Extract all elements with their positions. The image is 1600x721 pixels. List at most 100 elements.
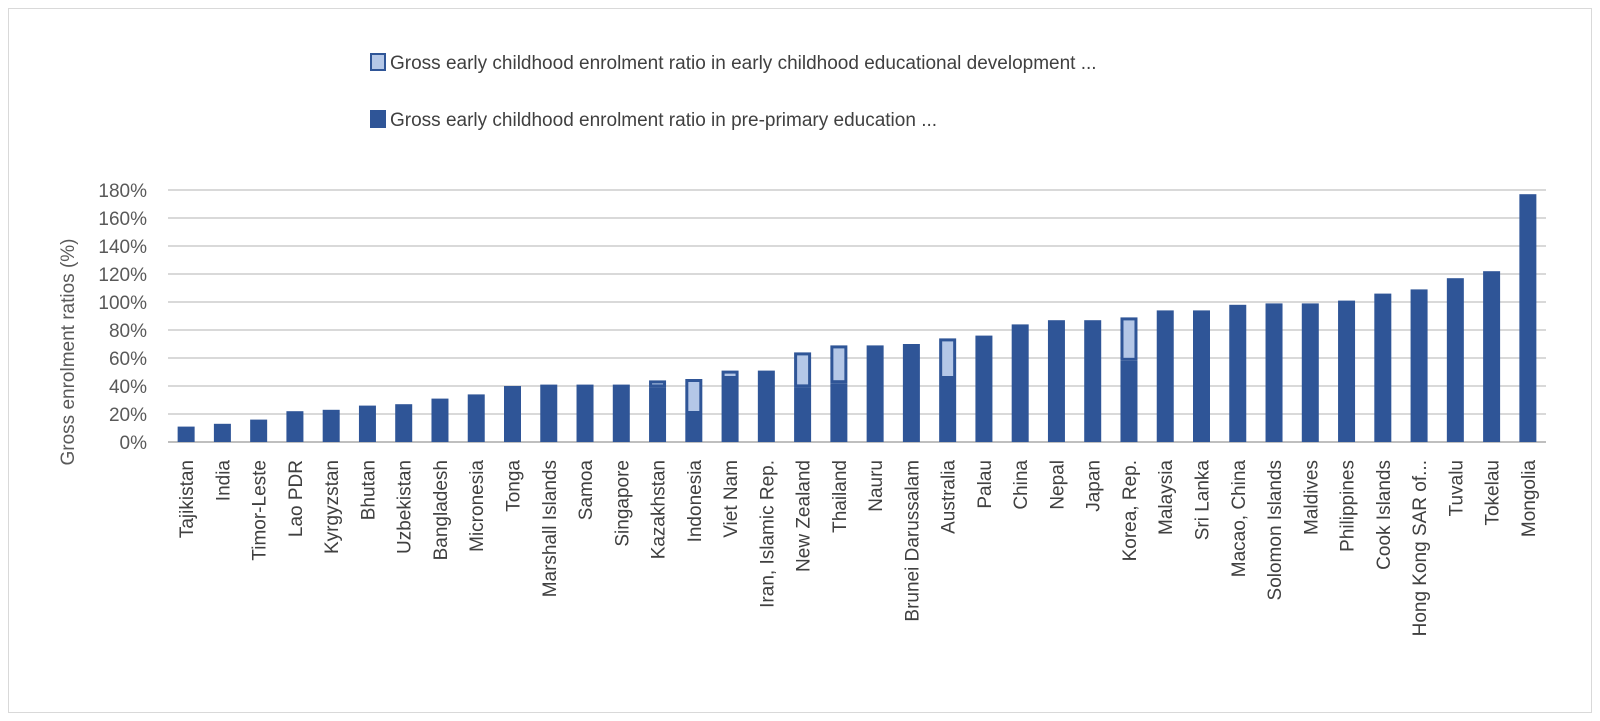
bar-preprimary bbox=[1084, 320, 1102, 442]
x-tick-label: Solomon Islands bbox=[1265, 460, 1286, 600]
x-tick-label: Philippines bbox=[1338, 460, 1359, 552]
x-tick-label: Timor-Leste bbox=[250, 460, 271, 561]
legend-label-preprimary: Gross early childhood enrolment ratio in… bbox=[390, 110, 937, 131]
bar-preprimary bbox=[866, 345, 884, 442]
x-tick-label: Marshall Islands bbox=[540, 460, 561, 597]
x-tick-label: Kazakhstan bbox=[649, 460, 670, 559]
bar-preprimary bbox=[1338, 300, 1356, 442]
chart-frame bbox=[8, 8, 1592, 713]
x-tick-label: Maldives bbox=[1301, 460, 1322, 535]
y-tick-label: 80% bbox=[109, 321, 147, 342]
bar-ecede bbox=[724, 373, 736, 376]
x-tick-label: Sri Lanka bbox=[1193, 460, 1214, 541]
bar-preprimary bbox=[1446, 278, 1464, 442]
bar-preprimary bbox=[794, 387, 812, 442]
bar-preprimary bbox=[250, 419, 268, 442]
bar-preprimary bbox=[830, 383, 848, 442]
x-tick-label: Micronesia bbox=[467, 460, 488, 552]
y-axis-ticks: 0% 20% 40% 60% 80% 100% 120% 140% 160% 180% bbox=[98, 181, 147, 454]
bar-preprimary bbox=[902, 344, 920, 442]
x-tick-label: China bbox=[1011, 460, 1032, 510]
bar-preprimary bbox=[395, 404, 413, 442]
bar-ecede bbox=[1123, 320, 1135, 358]
bars bbox=[177, 194, 1537, 442]
x-tick-label: Nauru bbox=[866, 460, 887, 512]
x-tick-label: Tokelau bbox=[1483, 460, 1504, 526]
bar-preprimary bbox=[177, 426, 195, 442]
x-tick-label: Samoa bbox=[576, 460, 597, 521]
x-tick-label: Hong Kong SAR of... bbox=[1410, 460, 1431, 636]
bar-preprimary bbox=[1374, 293, 1392, 442]
x-tick-label: Cook Islands bbox=[1374, 460, 1395, 570]
x-axis-ticks: Tajikistan India Timor-Leste Lao PDR Kyrgyzs… bbox=[177, 460, 1540, 637]
bar-ecede bbox=[942, 341, 954, 376]
y-tick-label: 120% bbox=[98, 265, 147, 286]
bar-preprimary bbox=[576, 384, 594, 442]
x-tick-label: Uzbekistan bbox=[395, 460, 416, 554]
x-tick-label: Viet Nam bbox=[721, 460, 742, 538]
x-tick-label: Indonesia bbox=[685, 460, 706, 543]
y-tick-label: 100% bbox=[98, 293, 147, 314]
y-tick-label: 160% bbox=[98, 209, 147, 230]
x-tick-label: Japan bbox=[1084, 460, 1105, 512]
bar-preprimary bbox=[358, 405, 376, 442]
y-tick-label: 60% bbox=[109, 349, 147, 370]
bar-preprimary bbox=[1301, 303, 1319, 442]
bar-preprimary bbox=[1193, 310, 1210, 442]
x-tick-label: New Zealand bbox=[794, 460, 815, 572]
bar-preprimary bbox=[213, 423, 231, 442]
x-tick-label: Korea, Rep. bbox=[1120, 460, 1141, 561]
bar-preprimary bbox=[431, 398, 449, 442]
bar-preprimary bbox=[939, 379, 957, 442]
x-tick-label: India bbox=[213, 460, 234, 502]
y-tick-label: 20% bbox=[109, 405, 147, 426]
bar-preprimary bbox=[1410, 289, 1428, 442]
x-tick-label: Kyrgyzstan bbox=[322, 460, 343, 554]
bar-preprimary bbox=[1120, 360, 1138, 442]
y-tick-label: 180% bbox=[98, 181, 147, 202]
legend-label-ecede: Gross early childhood enrolment ratio in… bbox=[390, 53, 1097, 74]
x-tick-label: Tonga bbox=[504, 460, 525, 512]
bar-preprimary bbox=[721, 379, 739, 442]
bar-preprimary bbox=[467, 394, 485, 442]
y-tick-label: 40% bbox=[109, 377, 147, 398]
y-axis-title: Gross enrolment ratios (%) bbox=[58, 238, 79, 465]
y-tick-label: 140% bbox=[98, 237, 147, 258]
bar-preprimary bbox=[612, 384, 630, 442]
x-tick-label: Thailand bbox=[830, 460, 851, 533]
bar-preprimary bbox=[975, 335, 993, 442]
x-tick-label: Brunei Darussalam bbox=[902, 460, 923, 622]
x-tick-label: Australia bbox=[939, 460, 960, 534]
x-tick-label: Mongolia bbox=[1519, 460, 1540, 538]
bar-ecede bbox=[688, 382, 700, 411]
bar-preprimary bbox=[1519, 194, 1537, 442]
bar-preprimary bbox=[1229, 304, 1247, 442]
bar-ecede bbox=[797, 355, 809, 385]
x-tick-label: Lao PDR bbox=[286, 460, 307, 537]
x-tick-label: Malaysia bbox=[1156, 460, 1177, 535]
x-tick-label: Tuvalu bbox=[1446, 460, 1467, 516]
x-tick-label: Macao, China bbox=[1229, 460, 1250, 578]
bar-preprimary bbox=[1483, 271, 1501, 442]
x-tick-label: Singapore bbox=[612, 460, 633, 547]
bar-preprimary bbox=[1011, 324, 1029, 442]
bar-preprimary bbox=[649, 387, 667, 442]
bar-preprimary bbox=[286, 411, 304, 442]
x-tick-label: Bangladesh bbox=[431, 460, 452, 560]
bar-ecede bbox=[652, 383, 664, 385]
legend-swatch-ecede bbox=[370, 53, 386, 71]
bar-preprimary bbox=[757, 370, 775, 442]
bar-preprimary bbox=[504, 386, 521, 442]
bar-ecede bbox=[833, 348, 845, 381]
bar-preprimary bbox=[685, 414, 703, 442]
bar-preprimary bbox=[1047, 320, 1065, 442]
x-tick-label: Bhutan bbox=[358, 460, 379, 520]
legend: Gross early childhood enrolment ratio in… bbox=[370, 53, 1097, 131]
bar-preprimary bbox=[1156, 310, 1174, 442]
bar-preprimary bbox=[322, 409, 340, 442]
x-tick-label: Nepal bbox=[1047, 460, 1068, 510]
legend-swatch-preprimary bbox=[370, 110, 386, 128]
x-tick-label: Palau bbox=[975, 460, 996, 509]
y-tick-label: 0% bbox=[120, 433, 148, 454]
